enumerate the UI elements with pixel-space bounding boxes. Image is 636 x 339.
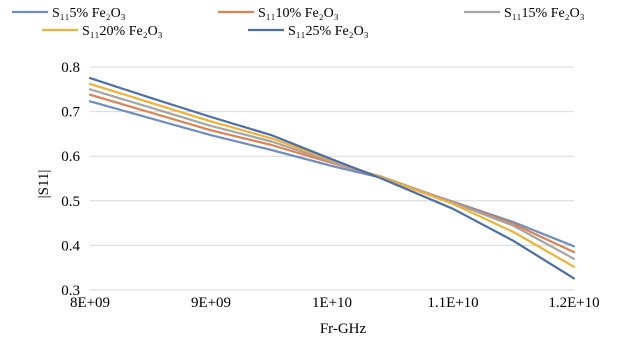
- series-line-0: [88, 100, 576, 248]
- x-tick-label: 8E+09: [70, 295, 110, 311]
- y-tick-label: 0.4: [61, 238, 80, 254]
- gridlines: [90, 66, 574, 291]
- x-tick-label: 1.2E+10: [548, 295, 599, 311]
- tick-labels: 0.3 0.4 0.5 0.6 0.7 0.8 8E+09 9E+09 1E+10 1.1E+10…: [61, 60, 599, 311]
- legend-label-4: S₁₁25% Fe₂O₃: [288, 24, 369, 39]
- x-tick-label: 9E+09: [191, 295, 231, 311]
- legend-label-3: S₁₁20% Fe₂O₃: [82, 24, 163, 39]
- legend-label-2: S₁₁15% Fe₂O₃: [504, 6, 585, 21]
- legend-label-0: S₁₁5% Fe₂O₃: [52, 6, 126, 21]
- y-tick-label: 0.3: [61, 283, 80, 299]
- series-line-4: [88, 76, 576, 280]
- y-tick-label: 0.6: [61, 149, 80, 165]
- series-line-1: [88, 93, 576, 254]
- x-axis-title: Fr-GHz: [320, 321, 367, 334]
- y-tick-label: 0.7: [61, 105, 80, 121]
- series-lines: [88, 76, 576, 280]
- y-tick-label: 0.8: [61, 60, 80, 76]
- legend: S₁₁5% Fe₂O₃ S₁₁10% Fe₂O₃ S₁₁15% Fe₂O₃ S₁₁20…: [12, 6, 585, 39]
- series-line-2: [88, 88, 576, 260]
- y-tick-label: 0.5: [61, 194, 80, 210]
- legend-label-1: S₁₁10% Fe₂O₃: [258, 6, 339, 21]
- y-axis-title: |S11|: [36, 170, 52, 199]
- x-tick-label: 1E+10: [312, 295, 352, 311]
- x-tick-label: 1.1E+10: [427, 295, 478, 311]
